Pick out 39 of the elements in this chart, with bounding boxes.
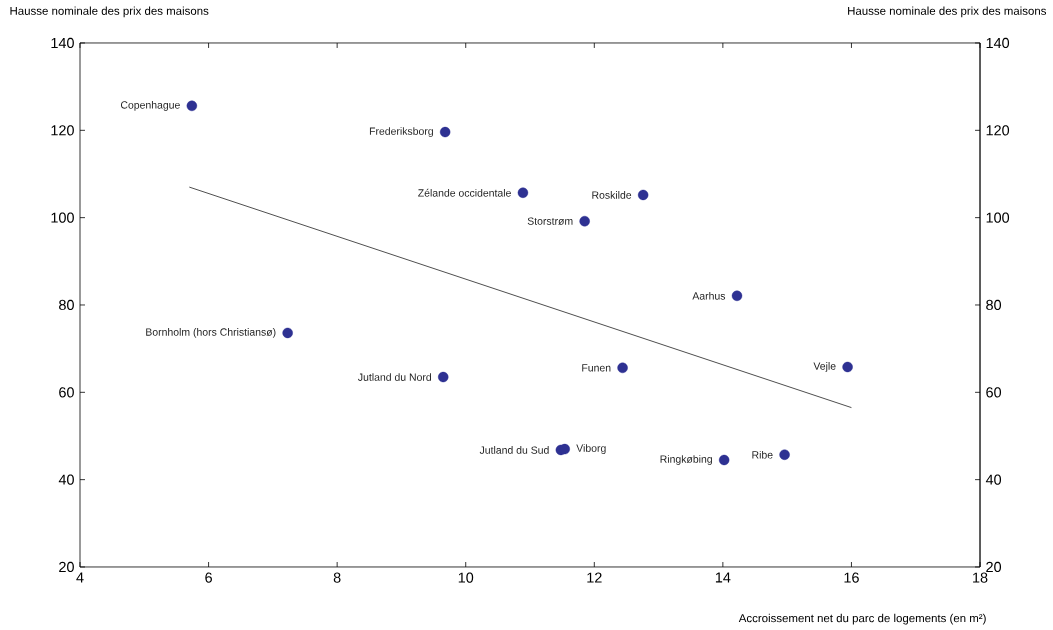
x-tick-label: 4 [76, 572, 84, 583]
x-tick-label: 12 [587, 572, 602, 583]
series-label: Viborg [576, 444, 606, 454]
y2-tick-label: 140 [986, 37, 1010, 49]
x-tick-label: 14 [715, 572, 731, 583]
y2-tick-label: 20 [986, 561, 1002, 573]
x-tick-label: 18 [973, 572, 988, 583]
series-label: Aarhus [692, 291, 726, 300]
series-label: Ringkøbing [660, 455, 712, 465]
y2-tick-label: 100 [986, 212, 1010, 223]
series-label: Vejle [813, 362, 836, 372]
y2-tick-label: 40 [985, 474, 1002, 485]
y-tick-label: 120 [51, 125, 74, 136]
y-tick-label: 60 [59, 387, 74, 398]
series-label: Frederiksborg [369, 127, 433, 137]
x-tick-label: 8 [333, 572, 341, 583]
x-tick-label: 16 [844, 572, 859, 583]
y-axis-title: Hausse nominale des prix des maisons [10, 6, 209, 18]
series-label: Ribe [752, 450, 773, 459]
y-tick-label: 100 [51, 212, 74, 223]
y2-axis-title: Hausse nominale des prix des maisons [848, 6, 1047, 18]
x-axis-title: Accroissement net du parc de logements (en m²) [738, 613, 986, 625]
series-label: Bornholm (hors Christiansø) [146, 328, 276, 338]
y-tick-label: 80 [59, 299, 74, 311]
series-label: Storstrøm [527, 217, 573, 225]
series-label: Roskilde [592, 191, 632, 199]
y2-tick-label: 120 [986, 125, 1010, 136]
x-tick-label: 10 [458, 572, 474, 583]
x-tick-label: 6 [205, 572, 212, 583]
series-label: Jutland du Sud [479, 446, 549, 454]
y-tick-label: 140 [51, 37, 74, 49]
y2-tick-label: 80 [986, 299, 1002, 311]
series-label: Funen [582, 364, 611, 372]
y2-tick-label: 60 [986, 387, 1002, 398]
y-tick-label: 40 [58, 474, 74, 485]
y-tick-label: 20 [59, 561, 74, 573]
series-label: Jutland du Nord [358, 373, 432, 381]
series-label: Zélande occidentale [418, 188, 511, 197]
series-label: Copenhague [120, 100, 180, 111]
